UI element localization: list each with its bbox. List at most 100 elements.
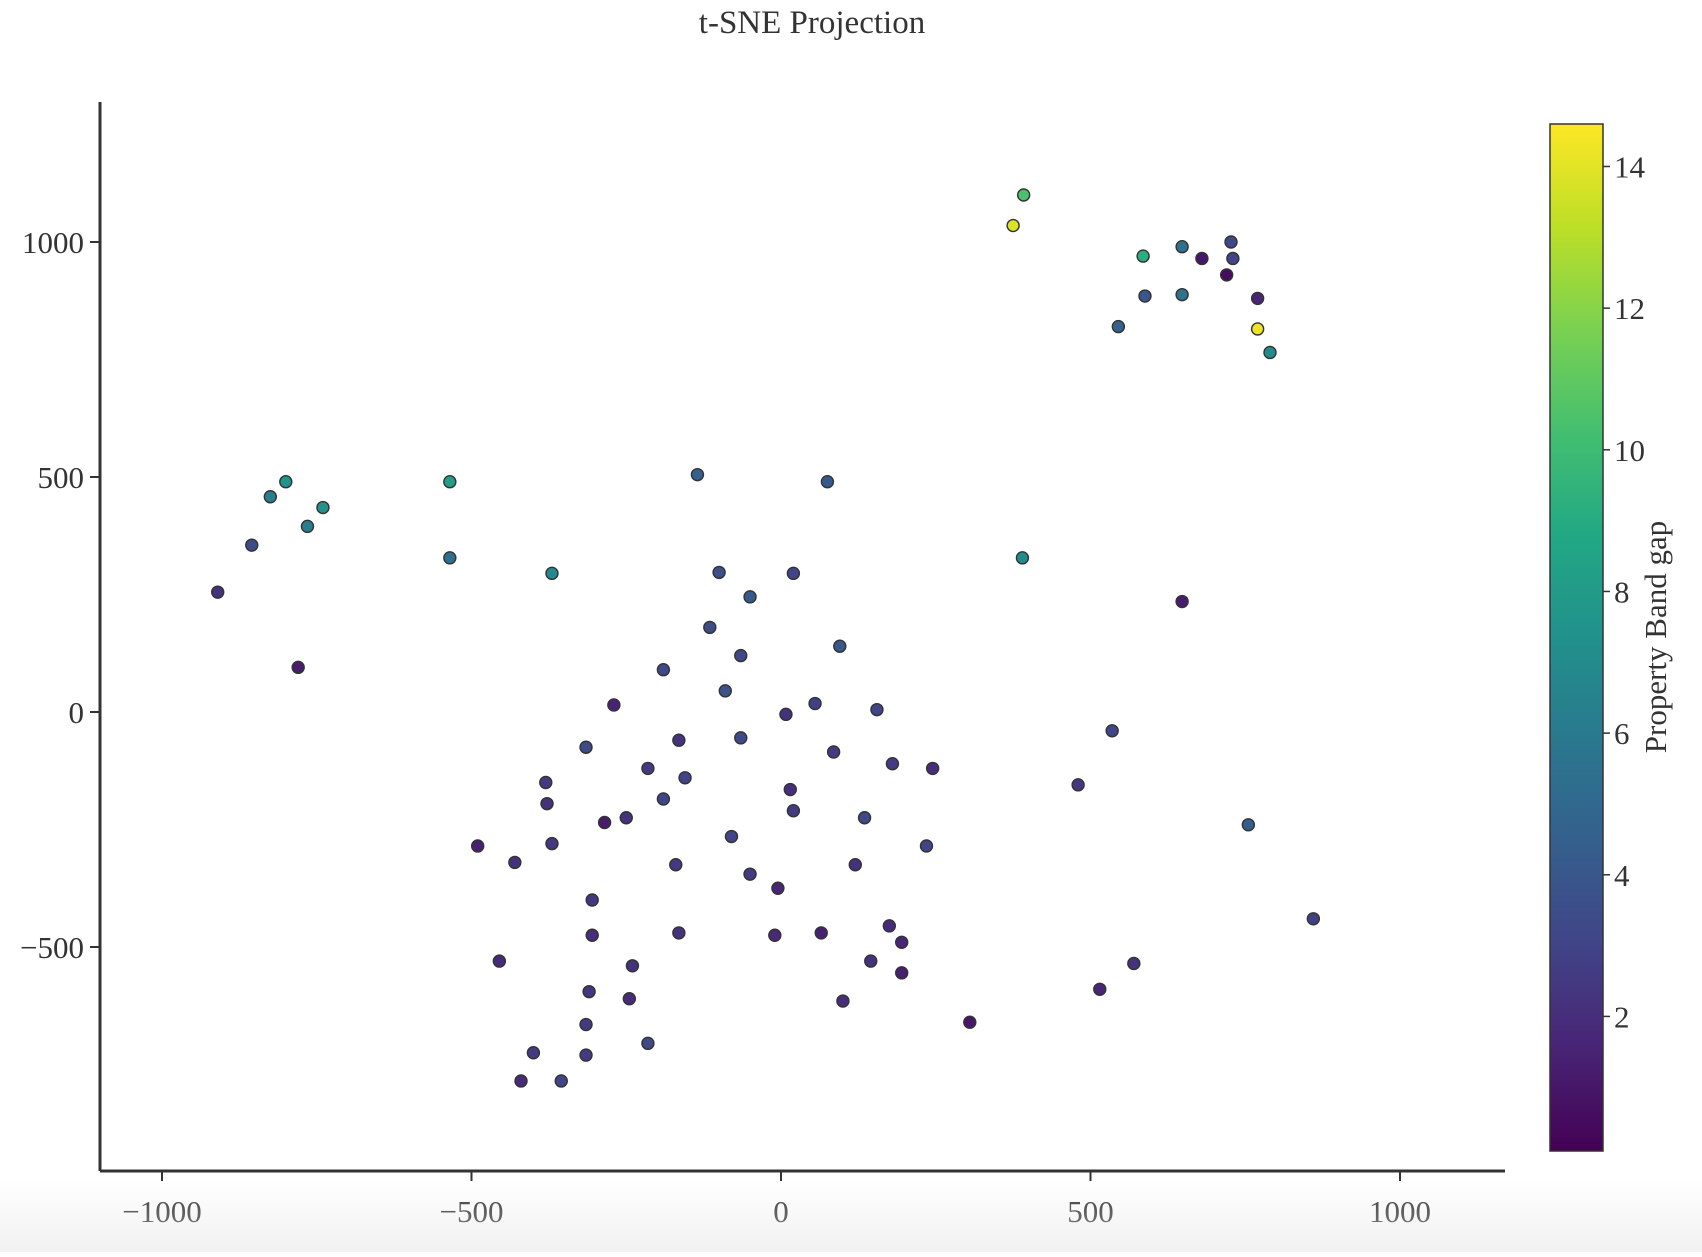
scatter-point bbox=[545, 566, 559, 581]
scatter-point bbox=[625, 959, 640, 973]
scatter-point bbox=[1016, 188, 1031, 202]
scatter-point bbox=[291, 660, 305, 675]
scatter-point bbox=[703, 620, 717, 635]
scatter-point bbox=[833, 639, 847, 653]
scatter-point bbox=[1138, 289, 1152, 303]
scatter-point bbox=[1306, 912, 1321, 926]
x-tick-label: −500 bbox=[440, 1194, 504, 1229]
scatter-point bbox=[1219, 268, 1234, 282]
scatter-point bbox=[641, 1036, 655, 1051]
points-layer bbox=[211, 188, 1321, 1088]
scatter-point bbox=[607, 698, 621, 712]
scatter-point bbox=[718, 684, 732, 698]
scatter-point bbox=[579, 1017, 593, 1032]
scatter-point bbox=[870, 702, 884, 717]
scatter-point bbox=[820, 475, 835, 489]
scatter-point bbox=[743, 867, 757, 881]
scatter-point bbox=[925, 761, 940, 776]
scatter-point bbox=[540, 796, 554, 811]
x-tick-label: −1000 bbox=[122, 1194, 201, 1229]
scatter-point bbox=[864, 954, 878, 968]
scatter-point bbox=[857, 811, 872, 825]
scatter-point bbox=[582, 984, 596, 999]
scatter-point bbox=[279, 475, 293, 489]
colorbar-label: Property Band gap bbox=[1638, 521, 1673, 753]
scatter-point bbox=[734, 731, 748, 745]
scatter-point bbox=[1015, 551, 1030, 565]
scatter-point bbox=[672, 733, 686, 747]
y-tick-label: 500 bbox=[38, 460, 85, 495]
scatter-point bbox=[919, 839, 934, 853]
colorbar bbox=[1549, 123, 1604, 1152]
scatter-point bbox=[1250, 322, 1265, 336]
scatter-point bbox=[786, 566, 801, 581]
scatter-point bbox=[786, 804, 801, 818]
scatter-point bbox=[814, 926, 828, 940]
y-tick-label: −500 bbox=[20, 930, 84, 965]
scatter-point bbox=[1093, 982, 1107, 996]
scatter-point bbox=[768, 928, 782, 942]
scatter-point bbox=[1250, 291, 1265, 306]
scatter-point bbox=[826, 745, 841, 759]
scatter-point bbox=[1175, 594, 1189, 609]
scatter-point bbox=[597, 815, 612, 830]
chart-title: t-SNE Projection bbox=[699, 5, 925, 41]
scatter-point bbox=[1105, 724, 1119, 738]
scatter-point bbox=[554, 1074, 568, 1088]
scatter-point bbox=[1071, 778, 1085, 792]
x-tick-label: 500 bbox=[1067, 1194, 1114, 1229]
scatter-point bbox=[579, 1048, 593, 1062]
scatter-point bbox=[808, 696, 822, 711]
colorbar-tick-label: 10 bbox=[1614, 433, 1645, 468]
scatter-point bbox=[734, 648, 748, 663]
scatter-point bbox=[1111, 319, 1126, 334]
scatter-point bbox=[669, 858, 683, 872]
scatter-point bbox=[690, 467, 705, 482]
scatter-point bbox=[545, 836, 559, 851]
scatter-point bbox=[211, 585, 225, 599]
colorbar-tick-label: 12 bbox=[1614, 291, 1645, 326]
scatter-point bbox=[245, 538, 259, 552]
scatter-point bbox=[641, 761, 655, 776]
scatter-point bbox=[585, 928, 599, 942]
scatter-point bbox=[492, 954, 507, 968]
scatter-point bbox=[622, 992, 637, 1006]
scatter-point bbox=[263, 490, 278, 504]
scatter-point bbox=[712, 565, 726, 580]
x-tick-label: 1000 bbox=[1369, 1194, 1431, 1229]
scatter-point bbox=[1241, 818, 1256, 832]
x-ticks: −1000 −500 0 500 1000 bbox=[122, 1171, 1431, 1229]
scatter-point bbox=[585, 893, 599, 907]
scatter-point bbox=[1127, 956, 1141, 971]
colorbar-tick-label: 6 bbox=[1614, 716, 1630, 751]
scatter-point bbox=[882, 919, 897, 933]
scatter-point bbox=[656, 792, 671, 806]
scatter-point bbox=[656, 663, 671, 677]
scatter-point bbox=[678, 771, 692, 785]
scatter-point bbox=[443, 475, 457, 489]
y-ticks: −500 0 500 1000 bbox=[20, 225, 100, 965]
scatter-point bbox=[836, 994, 850, 1008]
scatter-point bbox=[783, 782, 797, 797]
colorbar-tick-label: 8 bbox=[1614, 574, 1630, 609]
colorbar-tick-label: 2 bbox=[1614, 999, 1630, 1034]
scatter-point bbox=[672, 926, 686, 940]
scatter-point bbox=[514, 1074, 528, 1088]
scatter-point bbox=[443, 551, 457, 565]
scatter-point bbox=[1224, 235, 1238, 249]
scatter-point bbox=[895, 935, 909, 949]
scatter-point bbox=[779, 707, 793, 722]
scatter-point bbox=[1006, 218, 1020, 233]
scatter-point bbox=[895, 966, 909, 980]
scatter-point bbox=[316, 500, 330, 515]
colorbar-tick-label: 14 bbox=[1614, 149, 1646, 184]
scatter-point bbox=[1195, 251, 1209, 266]
x-tick-label: 0 bbox=[773, 1194, 789, 1229]
y-tick-label: 0 bbox=[69, 695, 85, 730]
scatter-point bbox=[300, 519, 315, 534]
colorbar-ticks: 2 4 6 8 10 12 14 bbox=[1603, 149, 1646, 1034]
scatter-point bbox=[1136, 249, 1150, 263]
scatter-point bbox=[470, 839, 485, 853]
